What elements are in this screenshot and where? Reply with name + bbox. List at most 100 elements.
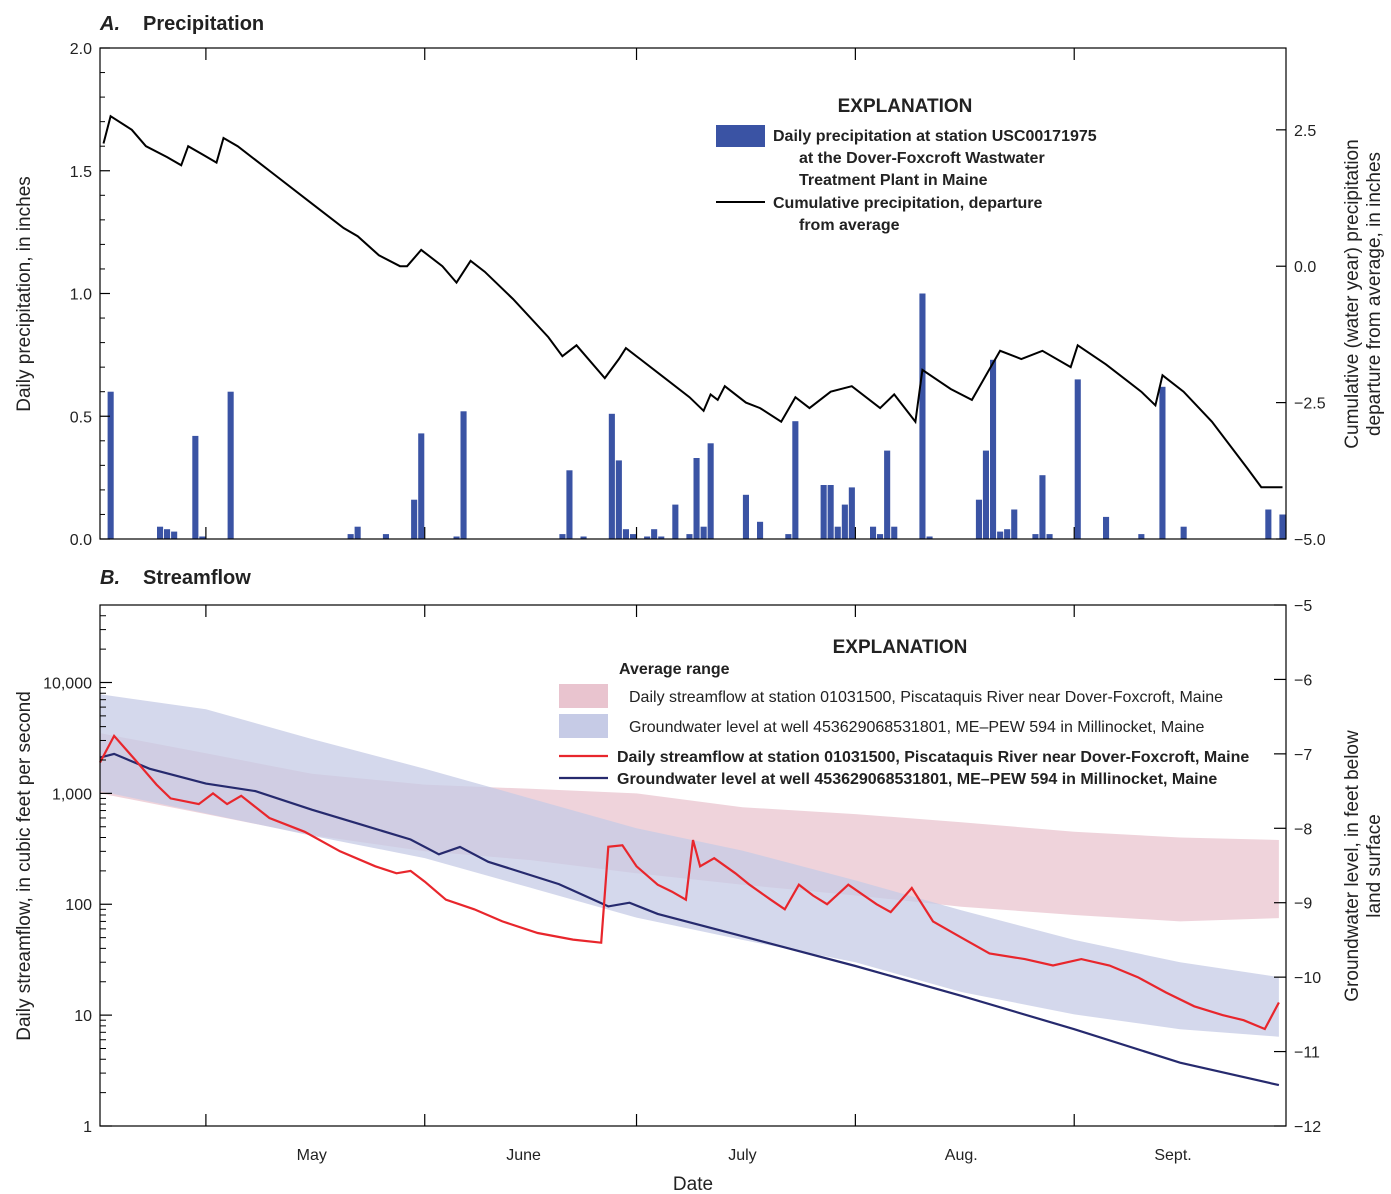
legend-bar-swatch (716, 125, 765, 147)
tick-label: −8 (1294, 821, 1312, 838)
precip-bar (1138, 534, 1145, 539)
panel-b-y2label-2: land surface (1364, 814, 1385, 918)
panel-b-left-ticks: 1 10 100 1,000 10,000 (43, 604, 112, 1136)
precip-bars (107, 293, 1286, 539)
legend-gw-band-swatch (559, 714, 608, 738)
precip-bar (157, 526, 164, 539)
legend-line-label-2: from average (799, 217, 900, 234)
legend-gw-line-label: Groundwater level at well 45362906853180… (617, 771, 1217, 788)
precip-bar (1011, 509, 1018, 539)
panel-a-x-ticks (205, 48, 1075, 539)
tick-label: 2.0 (70, 41, 92, 58)
precip-bar (827, 485, 834, 539)
precip-bar (199, 536, 206, 539)
panel-a-y2label-1: Cumulative (water year) precipitation (1342, 139, 1363, 448)
precip-bar (877, 534, 884, 539)
precip-bar (453, 536, 460, 539)
panel-b-right-ticks: −12 −11 −10 −9 −8 −7 −6 −5 (1274, 598, 1321, 1136)
panel-a-right-ticks: −5.0 −2.5 0.0 2.5 (1276, 123, 1326, 549)
precip-bar (1103, 516, 1110, 539)
precip-bar (566, 470, 573, 539)
precip-bar (834, 526, 841, 539)
precip-bar (785, 534, 792, 539)
precip-bar (107, 391, 114, 539)
precip-bar (418, 433, 425, 539)
panel-b-title: Streamflow (143, 567, 251, 589)
tick-label: −5 (1294, 598, 1312, 615)
precip-bar (559, 534, 566, 539)
tick-label: 1,000 (52, 786, 92, 803)
streamflow-line (99, 733, 1280, 1031)
month-label: May (297, 1147, 327, 1164)
precip-bar (686, 534, 693, 539)
precip-bar (622, 529, 629, 539)
tick-label: 0.0 (70, 532, 92, 549)
tick-label: −10 (1294, 970, 1321, 987)
month-label: Aug. (945, 1147, 978, 1164)
precip-bar (982, 450, 989, 539)
precip-bar (580, 536, 587, 539)
precip-bar (1180, 526, 1187, 539)
precip-bar (926, 536, 933, 539)
precip-bar (884, 450, 891, 539)
tick-label: 100 (65, 897, 92, 914)
streamflow-panel: 1 10 100 1,000 10,000 −12 −11 −10 −9 −8 −7 −6 −5 Ma… (14, 598, 1385, 1194)
panel-b-y2label-1: Groundwater level, in feet below (1342, 730, 1363, 1002)
tick-label: 1.0 (70, 287, 92, 304)
panel-a-legend: EXPLANATION Daily precipitation at stati… (716, 96, 1097, 234)
precip-bar (792, 421, 799, 539)
precip-bar (630, 534, 637, 539)
precip-bar (382, 534, 389, 539)
precip-bar (608, 413, 615, 539)
panel-a-left-ticks: 0.0 0.5 1.0 1.5 2.0 (70, 41, 110, 549)
month-label: Sept. (1154, 1147, 1191, 1164)
precip-bar (1265, 509, 1272, 539)
legend-bar-label-3: Treatment Plant in Maine (799, 172, 988, 189)
legend-streamflow-band-label: Daily streamflow at station 01031500, Pi… (629, 689, 1223, 706)
panel-b-frame (99, 604, 1287, 1127)
precip-bar (227, 391, 234, 539)
precip-bar (707, 443, 714, 539)
legend-bar-label-2: at the Dover-Foxcroft Wastwater (799, 150, 1045, 167)
precip-bar (354, 526, 361, 539)
panel-b-legend-title: EXPLANATION (833, 637, 968, 658)
precip-bar (990, 359, 997, 539)
tick-label: −9 (1294, 896, 1312, 913)
month-label: July (728, 1147, 756, 1164)
precip-bar (700, 526, 707, 539)
tick-label: −5.0 (1294, 532, 1326, 549)
legend-bar-label-1: Daily precipitation at station USC001719… (773, 128, 1097, 145)
precip-bar (1159, 386, 1166, 539)
precip-bar (1039, 475, 1046, 539)
panel-b-x-ticks: May June July Aug. Sept. (205, 605, 1192, 1164)
panel-a-letter: A. (99, 13, 120, 35)
precip-bar (870, 526, 877, 539)
precip-bar (672, 504, 679, 539)
panel-a-frame (99, 47, 1287, 540)
groundwater-level-line (99, 752, 1280, 1087)
tick-label: −12 (1294, 1119, 1321, 1136)
legend-gw-band-label: Groundwater level at well 45362906853180… (629, 719, 1205, 736)
precip-bar (164, 529, 171, 539)
precip-bar (658, 536, 665, 539)
tick-label: 10,000 (43, 675, 92, 692)
panel-b-xlabel: Date (673, 1174, 713, 1194)
tick-label: 2.5 (1294, 123, 1316, 140)
tick-label: 1 (83, 1119, 92, 1136)
panel-a-y2label-2: departure from average, in inches (1364, 152, 1385, 436)
precip-bar (1004, 529, 1011, 539)
panel-b-ylabel: Daily streamflow, in cubic feet per seco… (14, 691, 35, 1041)
tick-label: −2.5 (1294, 396, 1326, 413)
streamflow-average-band (100, 733, 1279, 922)
precip-bar (1032, 534, 1039, 539)
tick-label: 0.5 (70, 409, 92, 426)
precip-bar (1074, 379, 1081, 539)
precip-bar (615, 460, 622, 539)
precip-bar (742, 494, 749, 539)
precip-bar (192, 435, 199, 539)
tick-label: 1.5 (70, 164, 92, 181)
precip-bar (919, 293, 926, 539)
precip-bar (891, 526, 898, 539)
tick-label: −6 (1294, 672, 1312, 689)
